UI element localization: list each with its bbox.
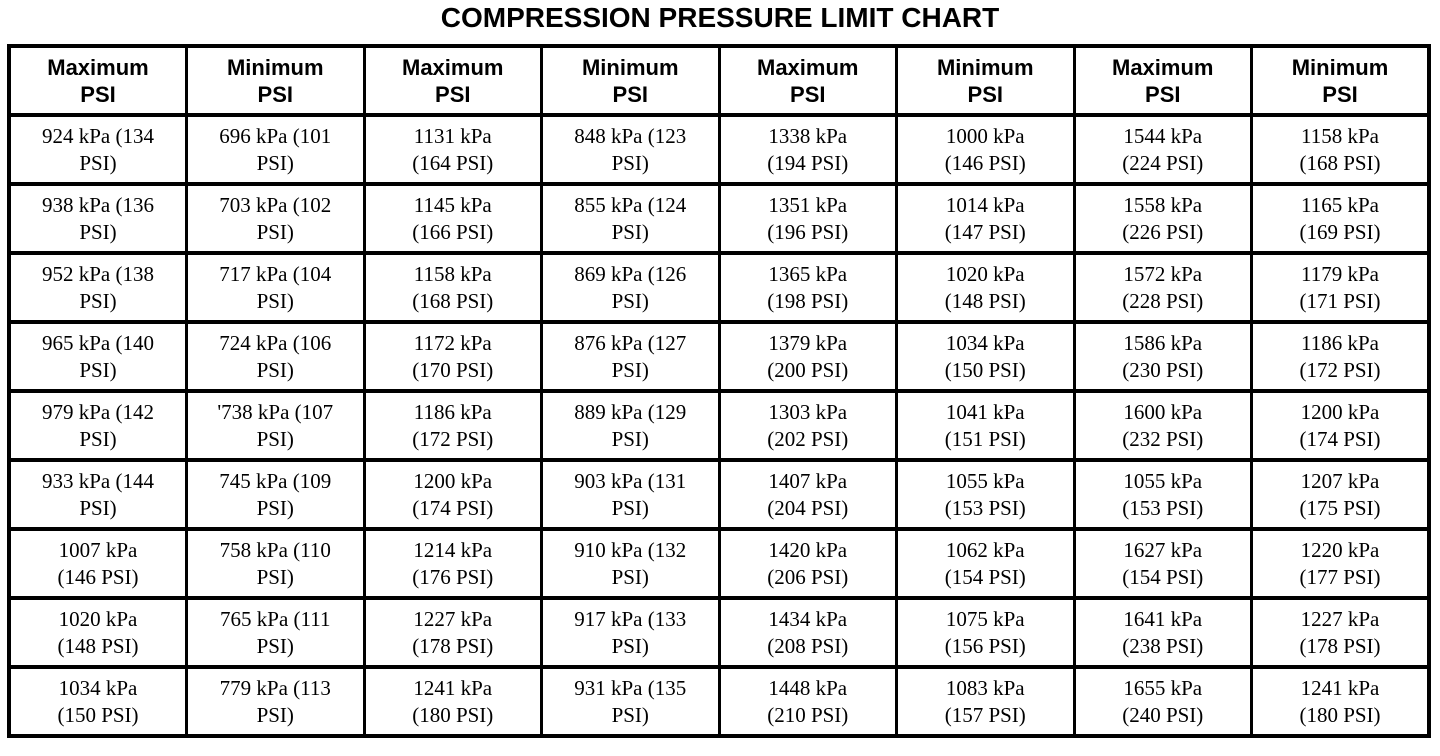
- table-cell: 1544 kPa (224 PSI): [1072, 113, 1253, 186]
- table-cell: 1303 kPa (202 PSI): [717, 389, 898, 462]
- table-cell: 1365 kPa (198 PSI): [717, 251, 898, 324]
- table-cell: 1075 kPa (156 PSI): [895, 596, 1076, 669]
- table-cell: 1055 kPa (153 PSI): [895, 458, 1076, 531]
- table-cell: 917 kPa (133 PSI): [540, 596, 721, 669]
- table-cell: 1083 kPa (157 PSI): [895, 665, 1076, 738]
- compression-pressure-limit-table: Maximum PSI Minimum PSI Maximum PSI Minimum…: [7, 44, 1431, 738]
- table-cell: 979 kPa (142 PSI): [7, 389, 188, 462]
- table-cell: 965 kPa (140 PSI): [7, 320, 188, 393]
- table-cell: 1227 kPa (178 PSI): [1250, 596, 1431, 669]
- table-cell: 1055 kPa (153 PSI): [1072, 458, 1253, 531]
- table-cell: 717 kPa (104 PSI): [185, 251, 366, 324]
- table-cell: 910 kPa (132 PSI): [540, 527, 721, 600]
- header-cell-minimum-psi: Minimum PSI: [540, 44, 721, 117]
- table-cell: 1586 kPa (230 PSI): [1072, 320, 1253, 393]
- table-row: 1034 kPa (150 PSI) 779 kPa (113 PSI) 1241 …: [7, 665, 1431, 738]
- table-header-row: Maximum PSI Minimum PSI Maximum PSI Minimum…: [7, 44, 1431, 117]
- table-cell: 1200 kPa (174 PSI): [362, 458, 543, 531]
- table-cell: 931 kPa (135 PSI): [540, 665, 721, 738]
- table-cell: 848 kPa (123 PSI): [540, 113, 721, 186]
- table-cell: 1600 kPa (232 PSI): [1072, 389, 1253, 462]
- table-cell: 758 kPa (110 PSI): [185, 527, 366, 600]
- table-cell: 1420 kPa (206 PSI): [717, 527, 898, 600]
- table-cell: 1227 kPa (178 PSI): [362, 596, 543, 669]
- table-cell: 1558 kPa (226 PSI): [1072, 182, 1253, 255]
- table-cell: 745 kPa (109 PSI): [185, 458, 366, 531]
- table-row: 952 kPa (138 PSI) 717 kPa (104 PSI) 1158 k…: [7, 251, 1431, 324]
- table-cell: 889 kPa (129 PSI): [540, 389, 721, 462]
- page-title: COMPRESSION PRESSURE LIMIT CHART: [440, 2, 1000, 33]
- table-cell: 1014 kPa (147 PSI): [895, 182, 1076, 255]
- table-cell: 1020 kPa (148 PSI): [895, 251, 1076, 324]
- table-cell: 1062 kPa (154 PSI): [895, 527, 1076, 600]
- table-cell: 1034 kPa (150 PSI): [7, 665, 188, 738]
- table-cell: 1448 kPa (210 PSI): [717, 665, 898, 738]
- table-cell: 1627 kPa (154 PSI): [1072, 527, 1253, 600]
- table-cell: 855 kPa (124 PSI): [540, 182, 721, 255]
- table-header: Maximum PSI Minimum PSI Maximum PSI Minimum…: [7, 44, 1431, 117]
- table-cell: 1034 kPa (150 PSI): [895, 320, 1076, 393]
- table-row: 979 kPa (142 PSI) '738 kPa (107 PSI) 1186 …: [7, 389, 1431, 462]
- header-cell-minimum-psi: Minimum PSI: [185, 44, 366, 117]
- table-row: 1020 kPa (148 PSI) 765 kPa (111 PSI) 1227 …: [7, 596, 1431, 669]
- table-cell: 1145 kPa (166 PSI): [362, 182, 543, 255]
- table-row: 924 kPa (134 PSI) 696 kPa (101 PSI) 1131 k…: [7, 113, 1431, 186]
- header-cell-maximum-psi: Maximum PSI: [362, 44, 543, 117]
- table-cell: 1572 kPa (228 PSI): [1072, 251, 1253, 324]
- table-cell: 876 kPa (127 PSI): [540, 320, 721, 393]
- table-cell: 1041 kPa (151 PSI): [895, 389, 1076, 462]
- table-cell: 1179 kPa (171 PSI): [1250, 251, 1431, 324]
- header-cell-maximum-psi: Maximum PSI: [7, 44, 188, 117]
- table-cell: 952 kPa (138 PSI): [7, 251, 188, 324]
- table-cell: 1407 kPa (204 PSI): [717, 458, 898, 531]
- table-cell: 1351 kPa (196 PSI): [717, 182, 898, 255]
- table-cell: 1158 kPa (168 PSI): [362, 251, 543, 324]
- table-cell: 1207 kPa (175 PSI): [1250, 458, 1431, 531]
- header-cell-minimum-psi: Minimum PSI: [895, 44, 1076, 117]
- table-cell: 924 kPa (134 PSI): [7, 113, 188, 186]
- table-cell: 1241 kPa (180 PSI): [1250, 665, 1431, 738]
- table-row: 965 kPa (140 PSI) 724 kPa (106 PSI) 1172 k…: [7, 320, 1431, 393]
- table-cell: 1000 kPa (146 PSI): [895, 113, 1076, 186]
- table-cell: 1379 kPa (200 PSI): [717, 320, 898, 393]
- table-cell: 724 kPa (106 PSI): [185, 320, 366, 393]
- table-cell: 933 kPa (144 PSI): [7, 458, 188, 531]
- table-cell: 1641 kPa (238 PSI): [1072, 596, 1253, 669]
- table-cell: 1007 kPa (146 PSI): [7, 527, 188, 600]
- table-cell: 1220 kPa (177 PSI): [1250, 527, 1431, 600]
- table-cell: 1434 kPa (208 PSI): [717, 596, 898, 669]
- table-cell: 1241 kPa (180 PSI): [362, 665, 543, 738]
- table-row: 938 kPa (136 PSI) 703 kPa (102 PSI) 1145 k…: [7, 182, 1431, 255]
- table-cell: 1655 kPa (240 PSI): [1072, 665, 1253, 738]
- table-cell: '738 kPa (107 PSI): [185, 389, 366, 462]
- table-cell: 779 kPa (113 PSI): [185, 665, 366, 738]
- table-cell: 703 kPa (102 PSI): [185, 182, 366, 255]
- table-row: 1007 kPa (146 PSI) 758 kPa (110 PSI) 1214 …: [7, 527, 1431, 600]
- table-cell: 1020 kPa (148 PSI): [7, 596, 188, 669]
- table-cell: 1158 kPa (168 PSI): [1250, 113, 1431, 186]
- table-cell: 1214 kPa (176 PSI): [362, 527, 543, 600]
- table-cell: 1200 kPa (174 PSI): [1250, 389, 1431, 462]
- table-cell: 938 kPa (136 PSI): [7, 182, 188, 255]
- table-cell: 1172 kPa (170 PSI): [362, 320, 543, 393]
- table-cell: 869 kPa (126 PSI): [540, 251, 721, 324]
- table-cell: 1165 kPa (169 PSI): [1250, 182, 1431, 255]
- table-cell: 1186 kPa (172 PSI): [362, 389, 543, 462]
- table-cell: 903 kPa (131 PSI): [540, 458, 721, 531]
- table-body: 924 kPa (134 PSI) 696 kPa (101 PSI) 1131 k…: [7, 113, 1431, 738]
- header-cell-maximum-psi: Maximum PSI: [717, 44, 898, 117]
- table-cell: 1131 kPa (164 PSI): [362, 113, 543, 186]
- header-cell-minimum-psi: Minimum PSI: [1250, 44, 1431, 117]
- table-cell: 1186 kPa (172 PSI): [1250, 320, 1431, 393]
- header-cell-maximum-psi: Maximum PSI: [1072, 44, 1253, 117]
- table-cell: 696 kPa (101 PSI): [185, 113, 366, 186]
- table-cell: 765 kPa (111 PSI): [185, 596, 366, 669]
- table-cell: 1338 kPa (194 PSI): [717, 113, 898, 186]
- table-row: 933 kPa (144 PSI) 745 kPa (109 PSI) 1200 k…: [7, 458, 1431, 531]
